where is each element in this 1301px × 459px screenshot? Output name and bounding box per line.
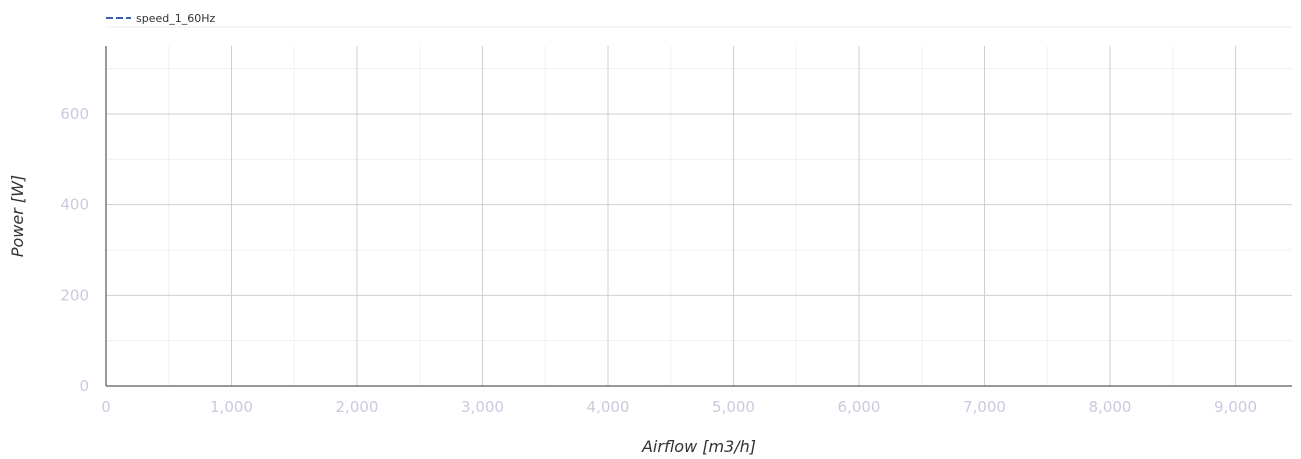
x-axis-title: Airflow [m3/h]: [641, 437, 756, 456]
y-tick-label-0: 0: [79, 377, 89, 395]
x-tick-label-7: 7,000: [963, 398, 1006, 416]
x-tick-label-4: 4,000: [587, 398, 630, 416]
y-tick-label-3: 600: [60, 105, 89, 123]
x-tick-label-1: 1,000: [210, 398, 253, 416]
y-axis-title: Power [W]: [8, 175, 27, 257]
major-gridlines: [106, 46, 1292, 386]
y-tick-labels: 0 200 400 600: [60, 105, 89, 395]
legend[interactable]: speed_1_60Hz: [106, 12, 1292, 28]
x-tick-label-9: 9,000: [1214, 398, 1257, 416]
x-tick-label-3: 3,000: [461, 398, 504, 416]
x-tick-label-2: 2,000: [336, 398, 379, 416]
x-tick-label-8: 8,000: [1089, 398, 1132, 416]
x-tick-label-0: 0: [101, 398, 111, 416]
legend-label-speed-1-60hz[interactable]: speed_1_60Hz: [136, 12, 215, 25]
x-tick-labels: 0 1,000 2,000 3,000 4,000 5,000 6,000 7,000 8,00…: [101, 398, 1257, 416]
y-tick-label-1: 200: [60, 286, 89, 304]
minor-gridlines: [106, 46, 1292, 386]
x-tick-label-5: 5,000: [712, 398, 755, 416]
x-tick-label-6: 6,000: [838, 398, 881, 416]
y-tick-label-2: 400: [60, 196, 89, 214]
